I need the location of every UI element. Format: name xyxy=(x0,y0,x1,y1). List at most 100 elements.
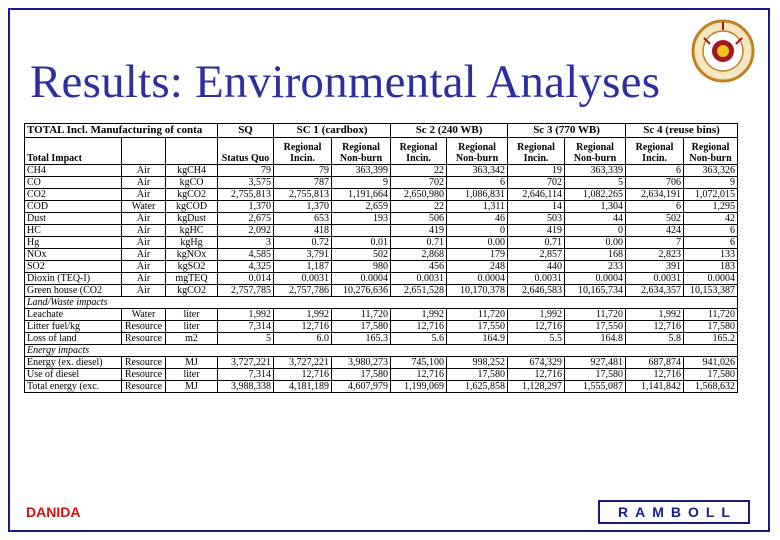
table-cell: 1,568,632 xyxy=(683,380,739,393)
table-cell: 440 xyxy=(507,260,566,273)
table-cell: 6.0 xyxy=(273,332,333,345)
table-cell: Total energy (exc. xyxy=(24,380,122,393)
table-cell: Air xyxy=(121,260,166,273)
table-cell: Air xyxy=(121,224,166,237)
table-cell: 2,675 xyxy=(217,212,275,225)
table-cell: m2 xyxy=(164,332,219,345)
table-cell: 3,575 xyxy=(217,176,275,189)
table-cell: 12,716 xyxy=(390,368,448,381)
table-cell: NOx xyxy=(24,248,122,261)
table-cell: 9 xyxy=(683,176,739,189)
table-cell: Dust xyxy=(24,212,122,225)
table-cell: kgHC xyxy=(164,224,219,237)
table-cell: 46 xyxy=(446,212,509,225)
table-cell: 4,181,189 xyxy=(273,380,333,393)
table-cell: 3,988,338 xyxy=(217,380,275,393)
table-cell: 2,857 xyxy=(507,248,566,261)
table-subheader-cell: Regional Non-burn xyxy=(446,137,509,165)
table-cell: 2,755,813 xyxy=(217,188,275,201)
table-cell: 1,199,069 xyxy=(390,380,448,393)
table-cell: 3,727,221 xyxy=(217,356,275,369)
table-cell: 0 xyxy=(564,224,627,237)
table-cell: 248 xyxy=(446,260,509,273)
table-cell: kgCO2 xyxy=(164,284,219,297)
table-cell: Air xyxy=(121,188,166,201)
table-cell: 2,092 xyxy=(217,224,275,237)
table-cell: 0.0031 xyxy=(625,272,685,285)
table-cell: 1,141,842 xyxy=(625,380,685,393)
table-cell: 1,187 xyxy=(273,260,333,273)
table-cell: 12,716 xyxy=(507,368,566,381)
table-cell: 183 xyxy=(683,260,739,273)
table-cell: 1,992 xyxy=(507,308,566,321)
table-cell: 0.71 xyxy=(390,236,448,249)
table-cell: Use of diesel xyxy=(24,368,122,381)
table-subheader-cell: Total Impact xyxy=(24,137,122,165)
table-cell: Air xyxy=(121,248,166,261)
table-cell: 0.0004 xyxy=(446,272,509,285)
table-cell: 0 xyxy=(446,224,509,237)
table-cell: 12,716 xyxy=(273,320,333,333)
table-row: Dust Air kgDust 2,675 653 193 506 46 503 44 502 42 xyxy=(24,212,739,225)
table-cell: 391 xyxy=(625,260,685,273)
table-row: HC Air kgHC 2,092 418 419 0 419 0 424 6 xyxy=(24,224,739,237)
table-cell: Loss of land xyxy=(24,332,122,345)
table-cell: 17,580 xyxy=(331,368,392,381)
table-cell: Resource xyxy=(121,368,166,381)
table-row: Hg Air kgHg 3 0.72 0.01 0.71 0.00 0.71 0.00 7 6 xyxy=(24,236,739,249)
table-cell: 4,585 xyxy=(217,248,275,261)
table-cell: Energy (ex. diesel) xyxy=(24,356,122,369)
table-cell: kgCO xyxy=(164,176,219,189)
table-cell: 3,727,221 xyxy=(273,356,333,369)
table-cell: Air xyxy=(121,272,166,285)
table-cell: 9 xyxy=(331,176,392,189)
table-cell: 1,082,265 xyxy=(564,188,627,201)
table-cell: 0.72 xyxy=(273,236,333,249)
table-row: Loss of land Resource m2 5 6.0 165.3 5.6 164.9 5… xyxy=(24,332,739,345)
table-cell: 12,716 xyxy=(625,320,685,333)
table-cell: 2,634,191 xyxy=(625,188,685,201)
table-cell: 1,086,831 xyxy=(446,188,509,201)
table-cell: 10,165,734 xyxy=(564,284,627,297)
table-cell: 4,607,979 xyxy=(331,380,392,393)
table-cell: Litter fuel/kg xyxy=(24,320,122,333)
table-cell: 980 xyxy=(331,260,392,273)
table-cell: 22 xyxy=(390,200,448,213)
table-cell: MJ xyxy=(164,380,219,393)
table-cell: kgDust xyxy=(164,212,219,225)
table-row: COD Water kgCOD 1,370 1,370 2,659 22 1,311 14 1,3… xyxy=(24,200,739,213)
table-cell: 79 xyxy=(217,164,275,177)
table-cell: 2,659 xyxy=(331,200,392,213)
table-cell: 17,580 xyxy=(564,368,627,381)
table-cell: 787 xyxy=(273,176,333,189)
table-cell: 363,399 xyxy=(331,164,392,177)
table-cell: liter xyxy=(164,368,219,381)
table-cell: 6 xyxy=(446,176,509,189)
table-cell: 5 xyxy=(564,176,627,189)
slide-frame xyxy=(8,8,770,532)
table-cell: CO xyxy=(24,176,122,189)
table-cell: 363,342 xyxy=(446,164,509,177)
table-cell: 2,646,114 xyxy=(507,188,566,201)
table-row: Energy (ex. diesel) Resource MJ 3,727,221 3,… xyxy=(24,356,739,369)
table-cell: 5.8 xyxy=(625,332,685,345)
table-cell: 503 xyxy=(507,212,566,225)
table-cell: 1,992 xyxy=(217,308,275,321)
table-cell: Resource xyxy=(121,380,166,393)
table-cell: 168 xyxy=(564,248,627,261)
table-row: SO2 Air kgSO2 4,325 1,187 980 456 248 440 233 391 1… xyxy=(24,260,739,273)
table-cell: 674,329 xyxy=(507,356,566,369)
table-cell: 165.3 xyxy=(331,332,392,345)
table-row: Dioxin (TEQ-I) Air mgTEQ 0.014 0.0031 0.0004 0… xyxy=(24,272,739,285)
table-cell: 0.71 xyxy=(507,236,566,249)
results-table: TOTAL Incl. Manufacturing of conta SQ SC… xyxy=(23,123,739,393)
table-cell: 12,716 xyxy=(273,368,333,381)
table-row: Total energy (exc. Resource MJ 3,988,338 4,1… xyxy=(24,380,739,393)
table-row: Use of diesel Resource liter 7,314 12,716 17,… xyxy=(24,368,739,381)
table-cell: 6 xyxy=(625,200,685,213)
table-cell: 44 xyxy=(564,212,627,225)
table-subheader-cell: Regional Incin. xyxy=(390,137,448,165)
table-cell: 1,304 xyxy=(564,200,627,213)
table-cell: 2,757,786 xyxy=(273,284,333,297)
table-cell: MJ xyxy=(164,356,219,369)
